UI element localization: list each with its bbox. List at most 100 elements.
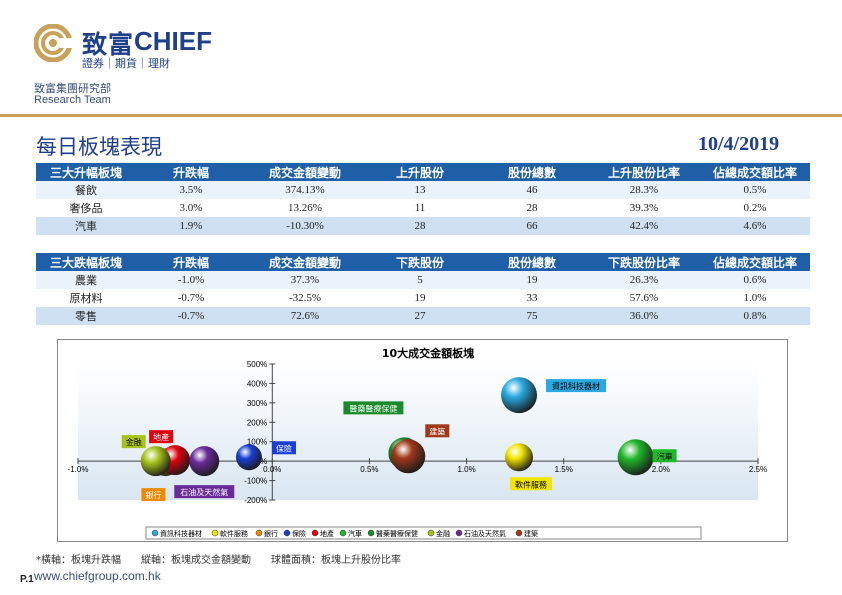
table-cell: -32.5% xyxy=(246,289,364,307)
website-link[interactable]: www.chiefgroup.com.hk xyxy=(34,569,161,583)
plot-area xyxy=(78,364,758,500)
bubble-label-box xyxy=(425,424,450,438)
bubble-10 xyxy=(391,439,426,474)
column-header: 股份總數 xyxy=(476,163,588,181)
legend-marker xyxy=(339,529,347,537)
sector-name: 零售 xyxy=(36,307,136,325)
table-row: 原材料 -0.7% -32.5% 19 33 57.6% 1.0% xyxy=(36,289,810,307)
table-row: 零售 -0.7% 72.6% 27 75 36.0% 0.8% xyxy=(36,307,810,325)
y-tick-label: 200% xyxy=(247,418,267,427)
table-cell: -1.0% xyxy=(136,271,246,289)
table-cell: 0.2% xyxy=(700,199,810,217)
table-cell: 28.3% xyxy=(588,181,700,199)
table-cell: 0.6% xyxy=(700,271,810,289)
bubble-chart: 10大成交金額板塊-1.0%-0.5%0.0%0.5%1.0%1.5%2.0%2… xyxy=(57,339,788,542)
table-cell: 11 xyxy=(364,199,476,217)
table-cell: 19 xyxy=(476,271,588,289)
bubble-label: 軟件服務 xyxy=(515,479,547,489)
column-header: 升跌幅 xyxy=(136,163,246,181)
table-cell: 374.13% xyxy=(246,181,364,199)
bubble-8 xyxy=(140,446,171,477)
table-cell: 66 xyxy=(476,217,588,235)
column-header: 佔總成交額比率 xyxy=(700,163,810,181)
legend-marker xyxy=(211,529,219,537)
column-header: 上升股份 xyxy=(364,163,476,181)
legend-marker xyxy=(455,529,463,537)
table-row: 餐飲 3.5% 374.13% 13 46 28.3% 0.5% xyxy=(36,181,810,199)
chief-logo-icon xyxy=(34,24,72,62)
column-header: 下跌股份比率 xyxy=(588,253,700,271)
table-cell: 26.3% xyxy=(588,271,700,289)
legend-marker xyxy=(367,529,375,537)
legend-item: 汽車 xyxy=(348,529,362,538)
sector-name: 餐飲 xyxy=(36,181,136,199)
bubble-label: 地產 xyxy=(153,432,169,442)
bubble-label: 保險 xyxy=(276,443,292,453)
y-tick-label: -100% xyxy=(244,477,267,486)
table-cell: -0.7% xyxy=(136,289,246,307)
bubble-label-box xyxy=(546,379,607,393)
bubble-label-box xyxy=(174,485,235,499)
legend-item: 軟件服務 xyxy=(220,529,248,538)
research-team-en: Research Team xyxy=(34,94,111,106)
table-row: 農業 -1.0% 37.3% 5 19 26.3% 0.6% xyxy=(36,271,810,289)
bubble-label: 金融 xyxy=(126,437,142,447)
table-header-row: 三大跌幅板塊 升跌幅 成交金額變動 下跌股份 股份總數 下跌股份比率 佔總成交額… xyxy=(36,253,810,271)
table-cell: 3.0% xyxy=(136,199,246,217)
bubble-label: 汽車 xyxy=(657,451,673,461)
table-cell: 27 xyxy=(364,307,476,325)
chart-footnote: *橫軸：板塊升跌幅 縱軸：板塊成交金額變動 球體面積：板塊上升股份比率 xyxy=(36,555,401,566)
chart-title: 10大成交金額板塊 xyxy=(382,346,474,360)
table-cell: -0.7% xyxy=(136,307,246,325)
legend-item: 地產 xyxy=(320,529,334,538)
table-cell: 28 xyxy=(364,217,476,235)
top-gainers-table: 三大升幅板塊 升跌幅 成交金額變動 上升股份 股份總數 上升股份比率 佔總成交額… xyxy=(36,163,810,235)
table-cell: 57.6% xyxy=(588,289,700,307)
x-tick-label: 0.0% xyxy=(263,465,281,474)
table-cell: 0.8% xyxy=(700,307,810,325)
bubble-9 xyxy=(189,446,220,477)
table-cell: 28 xyxy=(476,199,588,217)
table-cell: 1.0% xyxy=(700,289,810,307)
legend-item: 石油及天然氣 xyxy=(464,529,506,538)
legend-marker xyxy=(151,529,159,537)
brand-tagline: 證券｜期貨｜理財 xyxy=(82,57,170,70)
legend-marker xyxy=(515,529,523,537)
table-cell: 37.3% xyxy=(246,271,364,289)
sector-name: 原材料 xyxy=(36,289,136,307)
bubble-label-box xyxy=(271,441,296,455)
column-header: 佔總成交額比率 xyxy=(700,253,810,271)
x-tick-label: 2.0% xyxy=(652,465,670,474)
table-cell: 3.5% xyxy=(136,181,246,199)
bubble-2 xyxy=(505,443,534,472)
table-cell: -10.30% xyxy=(246,217,364,235)
brand-name-en: CHIEF xyxy=(134,26,212,56)
table-cell: 13 xyxy=(364,181,476,199)
legend-item: 資訊科技器材 xyxy=(160,529,202,538)
bubble-6 xyxy=(617,439,654,476)
bubble-chart-svg: 10大成交金額板塊-1.0%-0.5%0.0%0.5%1.0%1.5%2.0%2… xyxy=(68,346,767,540)
column-header: 下跌股份 xyxy=(364,253,476,271)
column-header: 升跌幅 xyxy=(136,253,246,271)
bubble-label: 資訊科技器材 xyxy=(552,381,600,391)
bubble-label-box xyxy=(149,430,174,444)
bubble-label-box xyxy=(121,435,146,449)
x-tick-label: 0.5% xyxy=(360,465,378,474)
table-cell: 13.26% xyxy=(246,199,364,217)
column-header: 上升股份比率 xyxy=(588,163,700,181)
legend-box xyxy=(145,526,702,540)
bubble-1 xyxy=(501,377,538,414)
legend-item: 醫藥醫療保健 xyxy=(376,529,418,538)
brand-name-cn: 致富 xyxy=(82,30,135,59)
table-row: 奢侈品 3.0% 13.26% 11 28 39.3% 0.2% xyxy=(36,199,810,217)
x-tick-label: 1.5% xyxy=(555,465,573,474)
column-header: 股份總數 xyxy=(476,253,588,271)
table-header-row: 三大升幅板塊 升跌幅 成交金額變動 上升股份 股份總數 上升股份比率 佔總成交額… xyxy=(36,163,810,181)
column-header: 成交金額變動 xyxy=(246,253,364,271)
page-title: 每日板塊表現 xyxy=(36,135,162,159)
table-cell: 72.6% xyxy=(246,307,364,325)
header-divider xyxy=(0,114,842,117)
table-cell: 1.9% xyxy=(136,217,246,235)
x-tick-label: 1.0% xyxy=(457,465,475,474)
research-team-cn: 致富集團研究部 xyxy=(34,82,111,95)
